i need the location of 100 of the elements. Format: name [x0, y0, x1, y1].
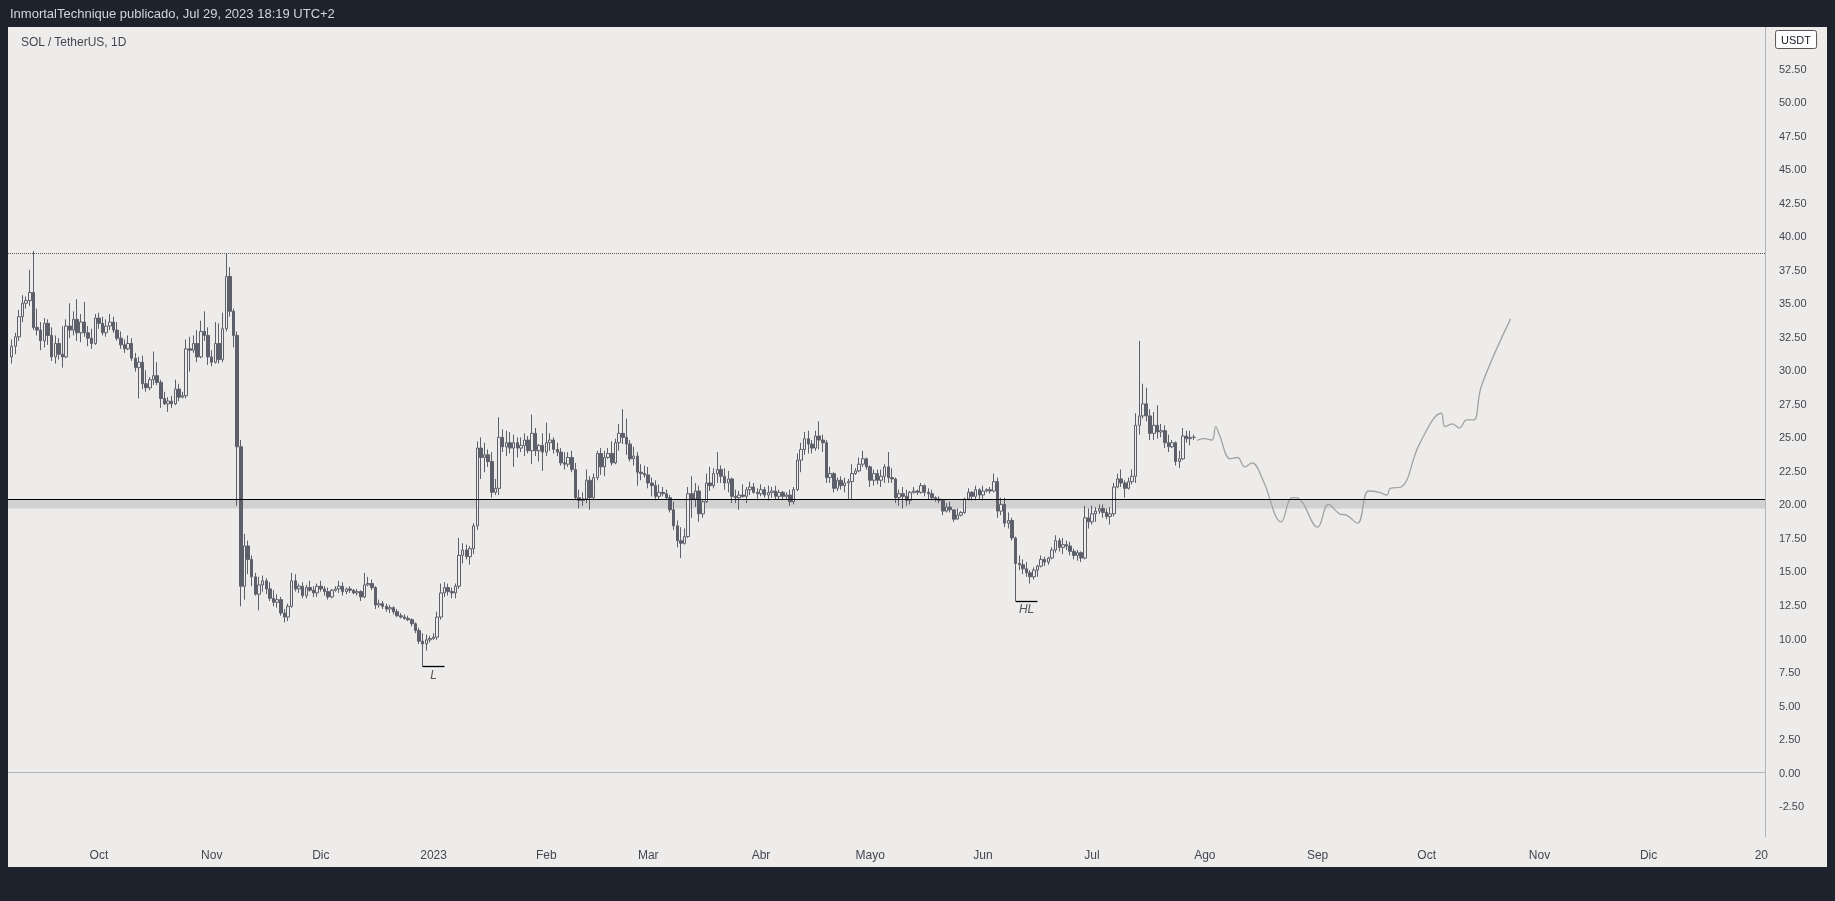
candlestick [177, 383, 181, 402]
candlestick [1065, 540, 1068, 551]
candlestick [930, 489, 934, 501]
candlestick [385, 603, 388, 613]
candlestick [978, 487, 981, 500]
x-tick-label: Oct [1417, 848, 1437, 862]
candlestick [268, 581, 272, 602]
y-tick-label: 32.50 [1779, 330, 1807, 343]
candlestick [887, 451, 890, 484]
candlestick [697, 485, 701, 523]
candlestick [654, 479, 657, 501]
candlestick [1188, 430, 1192, 446]
candlestick [152, 351, 155, 386]
candlestick [1163, 424, 1167, 449]
candlestick [166, 396, 170, 413]
candlestick [956, 507, 959, 520]
candlestick [756, 487, 759, 501]
candlestick [214, 321, 217, 365]
candlestick [839, 475, 843, 491]
x-tick-label: Feb [536, 848, 558, 862]
candlestick [406, 615, 410, 622]
y-tick-label: 5.00 [1779, 699, 1801, 712]
candlestick [716, 451, 719, 484]
candlestick [941, 498, 945, 516]
candlestick [723, 467, 726, 491]
candlestick [566, 451, 570, 468]
candlestick [94, 313, 97, 346]
candlestick [599, 447, 603, 476]
candlestick [337, 580, 341, 594]
candlestick [490, 451, 494, 499]
y-tick-label: 47.50 [1779, 129, 1807, 142]
chart-subtitle: InmortalTechnique publicado, Jul 29, 2023 18:19 UTC+2 [10, 6, 335, 21]
candlestick [137, 356, 141, 399]
candlestick [981, 485, 985, 501]
candlestick [1061, 537, 1065, 555]
annotation: L [430, 667, 437, 682]
y-axis-title: USDT [1781, 33, 1812, 46]
candlestick [348, 585, 352, 594]
candlestick [603, 450, 606, 477]
candlestick [850, 463, 854, 500]
y-tick-label: 52.50 [1779, 62, 1807, 75]
y-tick-label: 35.00 [1779, 297, 1807, 310]
candlestick [777, 489, 781, 500]
x-tick-label: Oct [89, 848, 109, 862]
x-tick-label: Ago [1194, 848, 1216, 862]
candlestick [519, 436, 523, 453]
candlestick [919, 482, 923, 495]
candlestick [1003, 497, 1006, 528]
candlestick [770, 486, 774, 499]
candlestick [759, 483, 763, 497]
candlestick [355, 588, 359, 597]
candlestick [530, 414, 534, 465]
candlestick [341, 581, 344, 597]
y-tick-label: 15.00 [1779, 565, 1807, 578]
candlestick [861, 450, 865, 468]
candlestick [559, 447, 563, 467]
candlestick [1068, 541, 1072, 556]
x-tick-label: Nov [1528, 848, 1551, 862]
line-series [1196, 318, 1512, 528]
candlestick [104, 318, 108, 338]
candlestick [399, 612, 403, 619]
x-tick-label: Nov [201, 848, 223, 862]
candlestick [996, 477, 999, 519]
candlestick [745, 486, 748, 504]
candlestick [512, 434, 515, 468]
candlestick [75, 298, 79, 342]
candlestick [352, 588, 355, 595]
candlestick [523, 432, 526, 457]
candlestick [312, 585, 315, 598]
candlestick [552, 436, 555, 454]
candlestick [1043, 556, 1046, 567]
candlestick [32, 250, 35, 331]
candlestick [901, 486, 905, 509]
candlestick [305, 584, 308, 599]
candlestick [752, 482, 755, 495]
candlestick [945, 502, 948, 513]
candlestick [403, 613, 406, 621]
candlestick [763, 486, 766, 499]
candlestick [497, 416, 501, 496]
candlestick [363, 572, 366, 599]
y-tick-label: 25.00 [1779, 431, 1807, 444]
candlestick [563, 451, 566, 471]
x-tick-label: Jun [973, 848, 993, 862]
x-tick-label: Mar [637, 848, 659, 862]
candlestick [1058, 537, 1061, 552]
candlestick [326, 587, 330, 601]
y-tick-label: 40.00 [1779, 230, 1807, 243]
candlestick [330, 588, 334, 599]
candlestick [774, 485, 777, 500]
x-tick-label: Abr [751, 848, 771, 862]
candlestick [1021, 558, 1025, 575]
candlestick [781, 490, 785, 500]
candlestick [927, 487, 930, 500]
candlestick [1076, 549, 1079, 562]
y-tick-label: -2.50 [1779, 800, 1805, 813]
candlestick [101, 316, 104, 336]
annotation: HL [1018, 601, 1035, 616]
candlestick [610, 440, 614, 467]
candlestick [832, 471, 836, 493]
text: SOL / TetherUS, 1D [21, 35, 127, 49]
